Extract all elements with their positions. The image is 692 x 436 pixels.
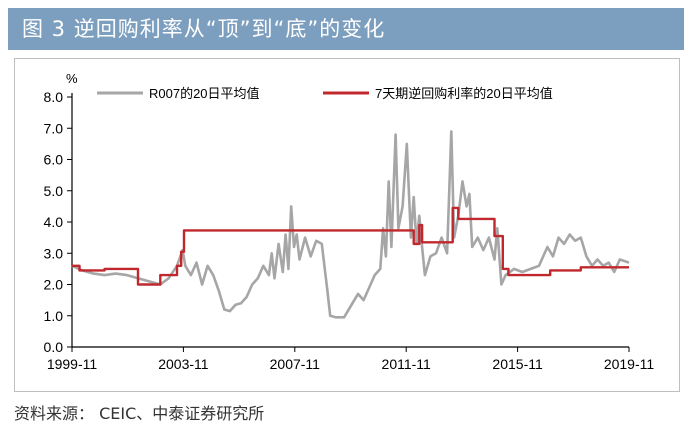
- y-tick-label: 3.0: [44, 245, 64, 261]
- line-chart: % 0.0 1.0 2.0 3.0 4.0 5.0 6.0 7.0 8.0 1999-11 2003…: [44, 71, 655, 372]
- y-tick-label: 0.0: [44, 339, 64, 355]
- y-tick-label: 5.0: [44, 183, 64, 199]
- x-tick-label: 2007-11: [270, 356, 321, 372]
- figure-title: 图 3 逆回购利率从“顶”到“底”的变化: [8, 8, 684, 50]
- x-tick-label: 2019-11: [604, 356, 655, 372]
- x-axis: 1999-11 2003-11 2007-11 2011-11 2015-11 2019-…: [47, 346, 655, 372]
- y-unit-label: %: [66, 71, 78, 86]
- y-tick-label: 8.0: [44, 89, 64, 105]
- x-tick-label: 2015-11: [492, 356, 543, 372]
- x-tick-label: 2003-11: [158, 356, 209, 372]
- source-note: 资料来源： CEIC、中泰证券研究所: [14, 404, 265, 423]
- legend-label-1: R007的20日平均值: [149, 86, 260, 101]
- series-line-2: [72, 206, 629, 286]
- series-line-1: [71, 130, 630, 319]
- y-tick-label: 2.0: [44, 277, 64, 293]
- y-tick-label: 1.0: [44, 308, 64, 324]
- x-tick-label: 2011-11: [382, 356, 432, 372]
- y-tick-label: 6.0: [44, 152, 64, 168]
- y-tick-label: 7.0: [44, 120, 64, 136]
- y-axis: % 0.0 1.0 2.0 3.0 4.0 5.0 6.0 7.0 8.0: [44, 71, 78, 355]
- series-layer: [71, 130, 630, 319]
- legend-label-2: 7天期逆回购利率的20日平均值: [375, 86, 553, 101]
- legend: R007的20日平均值 7天期逆回购利率的20日平均值: [97, 86, 553, 101]
- chart-container: % 0.0 1.0 2.0 3.0 4.0 5.0 6.0 7.0 8.0 1999-11 2003…: [14, 58, 680, 392]
- x-tick-label: 1999-11: [47, 356, 98, 372]
- y-tick-label: 4.0: [44, 214, 64, 230]
